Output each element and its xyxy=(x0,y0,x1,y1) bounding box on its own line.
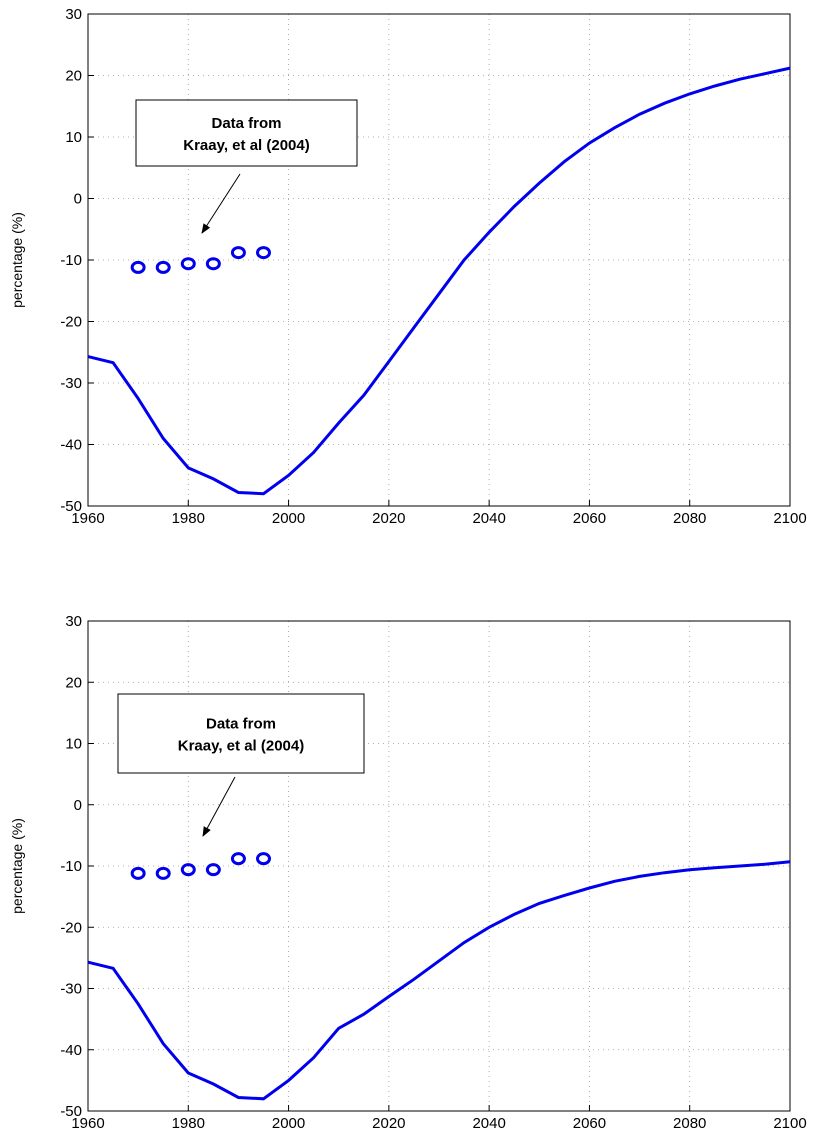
annotation-text: Kraay, et al (2004) xyxy=(178,738,304,755)
data-point xyxy=(230,852,246,866)
annotation-text: Data from xyxy=(211,115,281,132)
annotation-arrow xyxy=(201,173,241,234)
y-tick-label: -20 xyxy=(60,314,82,331)
y-tick-label: -40 xyxy=(60,437,82,454)
annotation-box xyxy=(135,99,358,167)
y-tick-label: 30 xyxy=(65,6,82,23)
data-point xyxy=(180,863,196,877)
x-tick-label: 2100 xyxy=(773,1115,806,1132)
data-point xyxy=(205,863,221,877)
y-tick-label: -50 xyxy=(60,498,82,515)
annotation-arrow xyxy=(202,776,236,837)
annotation-text: Data from xyxy=(206,716,276,733)
x-tick-label: 2040 xyxy=(472,510,505,527)
x-tick-label: 2100 xyxy=(773,510,806,527)
x-tick-label: 2080 xyxy=(673,1115,706,1132)
y-tick-label: 20 xyxy=(65,674,82,691)
x-tick-label: 2000 xyxy=(272,1115,305,1132)
y-axis-label: percentage (%) xyxy=(9,818,25,914)
data-line xyxy=(87,66,791,496)
y-tick-label: 20 xyxy=(65,68,82,85)
data-point xyxy=(256,246,271,260)
y-tick-label: -10 xyxy=(60,252,82,269)
x-tick-label: 2040 xyxy=(472,1115,505,1132)
x-tick-label: 1960 xyxy=(71,1115,104,1132)
data-point xyxy=(155,260,171,274)
y-tick-label: -30 xyxy=(60,375,82,392)
y-tick-label: 30 xyxy=(65,613,82,630)
data-point xyxy=(205,257,221,271)
annotation-box xyxy=(117,693,365,774)
y-tick-label: -40 xyxy=(60,1042,82,1059)
axes-frame xyxy=(87,620,791,1112)
x-tick-label: 2020 xyxy=(372,510,405,527)
y-tick-label: -50 xyxy=(60,1103,82,1120)
axes-frame xyxy=(87,13,791,507)
y-tick-label: 0 xyxy=(74,797,82,814)
x-tick-label: 2000 xyxy=(272,510,305,527)
data-point xyxy=(130,260,146,274)
data-point xyxy=(256,852,271,866)
y-tick-label: -30 xyxy=(60,981,82,998)
data-line xyxy=(87,860,791,1101)
y-tick-label: -10 xyxy=(60,858,82,875)
y-tick-label: -20 xyxy=(60,919,82,936)
x-tick-label: 2060 xyxy=(573,1115,606,1132)
x-tick-label: 2060 xyxy=(573,510,606,527)
x-tick-label: 1960 xyxy=(71,510,104,527)
data-point xyxy=(230,246,246,260)
data-point xyxy=(130,866,146,880)
y-tick-label: 10 xyxy=(65,736,82,753)
data-point xyxy=(180,257,196,271)
y-tick-label: 10 xyxy=(65,129,82,146)
x-tick-label: 2080 xyxy=(673,510,706,527)
data-point xyxy=(155,866,171,880)
y-axis-label: percentage (%) xyxy=(9,212,25,308)
annotation-text: Kraay, et al (2004) xyxy=(183,137,309,154)
x-tick-label: 1980 xyxy=(172,1115,205,1132)
x-tick-label: 2020 xyxy=(372,1115,405,1132)
y-tick-label: 0 xyxy=(74,191,82,208)
x-tick-label: 1980 xyxy=(172,510,205,527)
